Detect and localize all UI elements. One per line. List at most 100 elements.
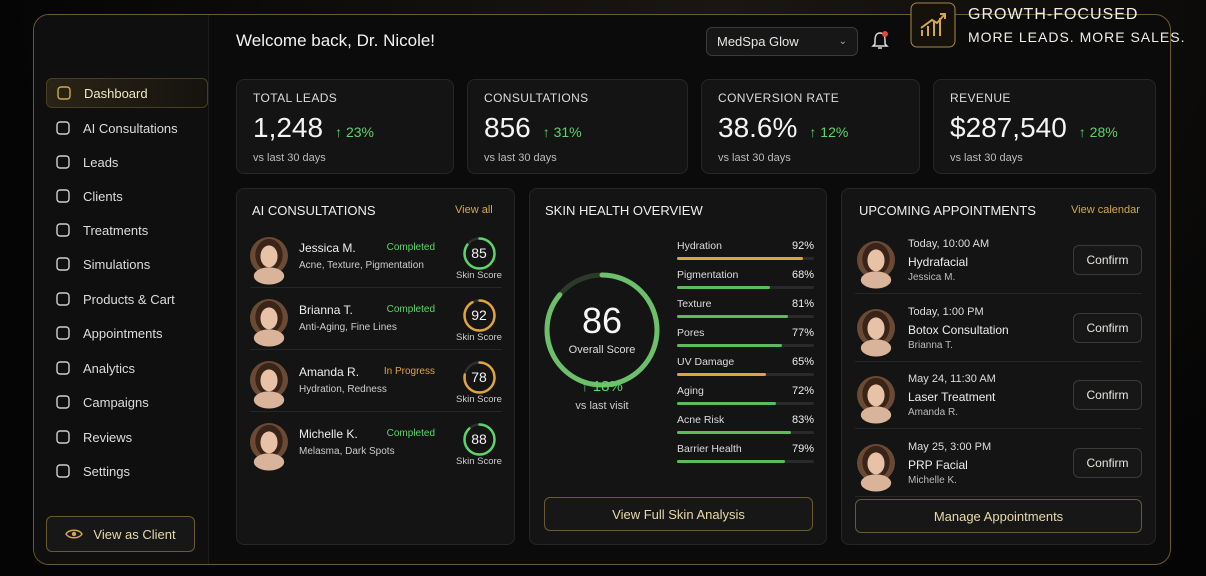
- panel-title: AI CONSULTATIONS: [252, 203, 376, 218]
- stat-card: [933, 79, 1156, 174]
- row-divider: [855, 293, 1142, 294]
- nav-item[interactable]: Analytics: [46, 353, 208, 383]
- appointment-time: May 24, 11:30 AM: [908, 373, 996, 385]
- stat-change: ↑ 23%: [335, 124, 374, 140]
- metric-name: Pigmentation: [677, 269, 739, 281]
- row-divider: [250, 287, 502, 288]
- score-label: Skin Score: [456, 456, 502, 467]
- nav-icon: [56, 464, 70, 478]
- metric-name: Hydration: [677, 240, 722, 252]
- view-all-link[interactable]: View all: [455, 204, 493, 216]
- confirm-button[interactable]: Confirm: [1073, 380, 1142, 410]
- view-as-client-label: View as Client: [93, 526, 176, 542]
- nav-icon: [56, 395, 70, 409]
- stat-card: [236, 79, 454, 174]
- nav-item[interactable]: Campaigns: [46, 387, 208, 417]
- nav-label: Reviews: [83, 429, 133, 445]
- metric-track: [677, 460, 814, 463]
- stat-row: $287,540 ↑ 28%: [950, 112, 1118, 144]
- overall-change: ↑ 18%: [581, 378, 623, 395]
- view-calendar-link[interactable]: View calendar: [1071, 204, 1140, 216]
- nav-icon-shape: [56, 292, 70, 306]
- avatar: [857, 376, 895, 424]
- brand-icon: [910, 2, 956, 48]
- nav-icon-shape: [56, 223, 70, 237]
- nav-icon: [56, 189, 70, 203]
- metric-track: [677, 431, 814, 434]
- brand-line1: GROWTH-FOCUSED: [968, 6, 1139, 23]
- manage-appointments-button[interactable]: Manage Appointments: [855, 499, 1142, 533]
- metric-value: 83%: [791, 414, 814, 426]
- pupil: [72, 531, 77, 537]
- appointment-client: Brianna T.: [908, 339, 953, 351]
- metric-value: 92%: [791, 240, 814, 252]
- stat-label: CONSULTATIONS: [484, 91, 589, 105]
- avatar-shoulders: [253, 329, 285, 347]
- nav-item[interactable]: Products & Cart: [46, 284, 208, 314]
- confirm-button[interactable]: Confirm: [1073, 245, 1142, 275]
- metric-bar: [677, 431, 791, 434]
- score-label: Skin Score: [456, 394, 502, 405]
- appointment-time: Today, 10:00 AM: [908, 238, 990, 250]
- stat-change: ↑ 31%: [542, 124, 582, 140]
- view-as-client[interactable]: View as Client: [46, 516, 195, 552]
- nav-item[interactable]: Dashboard: [46, 78, 208, 108]
- ring-arc: [462, 422, 496, 456]
- nav-item[interactable]: AI Consultations: [46, 113, 208, 143]
- metric-name: Aging: [677, 385, 704, 397]
- row-divider: [855, 428, 1142, 429]
- bell-dot: [882, 31, 888, 37]
- metric-value: 65%: [791, 356, 814, 368]
- eye-icon: [65, 529, 84, 539]
- appointment-treatment: Hydrafacial: [908, 255, 969, 269]
- metric-bar: [677, 460, 786, 463]
- appointment-time: Today, 1:00 PM: [908, 305, 984, 318]
- metric-bar: [677, 257, 804, 260]
- nav-icon-shape: [56, 121, 70, 135]
- stat-value: 856: [484, 112, 531, 143]
- stat-row: 856 ↑ 31%: [484, 112, 582, 144]
- nav-icon: [56, 292, 70, 306]
- nav-item[interactable]: Reviews: [46, 422, 208, 452]
- stat-note: vs last 30 days: [950, 152, 1023, 164]
- score-ring: [462, 422, 496, 456]
- stat-note: vs last 30 days: [253, 152, 326, 164]
- score: 85: [471, 245, 487, 261]
- overall-note: vs last visit: [575, 400, 629, 412]
- score-ring: [462, 298, 496, 332]
- client-name: Amanda R.: [299, 365, 360, 379]
- nav-label: Treatments: [83, 222, 149, 238]
- nav-item[interactable]: Appointments: [46, 318, 208, 348]
- nav-item[interactable]: Clients: [46, 181, 208, 211]
- stat-label: TOTAL LEADS: [253, 91, 338, 105]
- avatar-face: [260, 245, 278, 268]
- score: 78: [471, 369, 487, 385]
- nav-icon-shape: [56, 464, 70, 478]
- nav-icon-shape: [56, 326, 70, 340]
- button-label: Confirm: [1086, 253, 1129, 267]
- nav-item[interactable]: Simulations: [46, 249, 208, 279]
- nav-item[interactable]: Leads: [46, 147, 208, 177]
- panel-title: UPCOMING APPOINTMENTS: [859, 203, 1036, 218]
- nav-icon: [56, 121, 70, 135]
- dropdown-caret: ⌄: [838, 36, 847, 47]
- confirm-button[interactable]: Confirm: [1073, 447, 1142, 478]
- metric-track: [677, 286, 814, 289]
- avatar: [857, 241, 895, 289]
- nav-item[interactable]: Settings: [46, 456, 208, 486]
- appointment-treatment: Botox Consultation: [908, 322, 1009, 337]
- stat-label: REVENUE: [950, 91, 1011, 105]
- welcome: Welcome back, Dr. Nicole!: [236, 31, 436, 50]
- skin-analysis-button[interactable]: View Full Skin Analysis: [544, 497, 813, 531]
- clinic-select[interactable]: MedSpa Glow ⌄: [706, 27, 858, 56]
- stat-card: [701, 79, 920, 174]
- confirm-button[interactable]: Confirm: [1073, 312, 1142, 343]
- ring-arc: [462, 360, 496, 394]
- nav-item[interactable]: Treatments: [46, 215, 208, 245]
- metric-track: [677, 257, 814, 260]
- nav-label: Campaigns: [83, 394, 149, 410]
- stat-value: 1,248: [253, 112, 324, 143]
- metric-name: Barrier Health: [677, 443, 742, 455]
- ring-arc: [462, 236, 496, 270]
- stat-note: vs last 30 days: [484, 152, 557, 164]
